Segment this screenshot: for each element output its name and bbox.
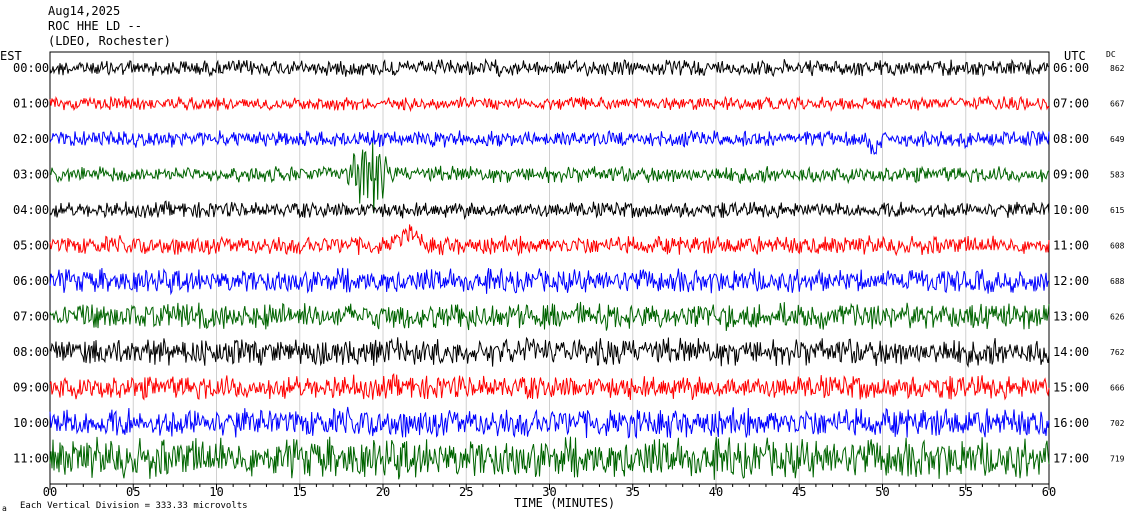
trace-line-0400: [49, 200, 1050, 220]
dc-value-label: 626: [1110, 313, 1125, 322]
right-timezone-label: UTC: [1064, 49, 1086, 63]
trace-line-0600: [49, 267, 1050, 296]
trace-line-1100: [49, 436, 1050, 480]
x-tick-label: 50: [875, 485, 889, 499]
x-tick-label: 55: [959, 485, 973, 499]
utc-row-label: 11:00: [1053, 239, 1089, 253]
est-row-label: 02:00: [13, 132, 49, 146]
est-row-label: 01:00: [13, 97, 49, 111]
trace-group: [49, 57, 1050, 480]
dc-value-label: 583: [1110, 171, 1125, 180]
x-tick-label: 30: [542, 485, 556, 499]
utc-row-label: 08:00: [1053, 132, 1089, 146]
x-tick-label: 00: [43, 485, 57, 499]
x-tick-label: 35: [626, 485, 640, 499]
est-row-label: 03:00: [13, 168, 49, 182]
dc-value-label: 667: [1110, 100, 1125, 109]
est-row-label: 11:00: [13, 452, 49, 466]
utc-row-label: 13:00: [1053, 310, 1089, 324]
utc-row-label: 16:00: [1053, 416, 1089, 430]
dc-value-label: 666: [1110, 384, 1125, 393]
est-row-label: 07:00: [13, 310, 49, 324]
trace-line-0900: [49, 373, 1050, 401]
chart-grid: [49, 51, 1050, 490]
x-tick-label: 25: [459, 485, 473, 499]
dc-value-label: 762: [1110, 348, 1125, 357]
trace-line-0200: [49, 130, 1050, 156]
dc-value-label: 702: [1110, 419, 1125, 428]
x-tick-label: 20: [376, 485, 390, 499]
x-tick-label: 60: [1042, 485, 1056, 499]
trace-line-0100: [49, 95, 1050, 113]
utc-row-label: 06:00: [1053, 61, 1089, 75]
trace-line-0500: [49, 224, 1050, 257]
x-tick-label: 05: [126, 485, 140, 499]
dc-value-label: 862: [1110, 64, 1125, 73]
x-axis-title: TIME (MINUTES): [514, 496, 615, 510]
dc-value-label: 688: [1110, 277, 1125, 286]
trace-line-0300: [49, 142, 1050, 214]
footer-marker-icon: a: [2, 504, 7, 513]
utc-row-label: 15:00: [1053, 381, 1089, 395]
est-row-label: 10:00: [13, 416, 49, 430]
utc-row-label: 09:00: [1053, 168, 1089, 182]
x-tick-label: 40: [709, 485, 723, 499]
trace-line-0700: [49, 301, 1050, 332]
dc-column-label: DC: [1106, 50, 1116, 59]
dc-value-label: 719: [1110, 455, 1125, 464]
utc-row-label: 07:00: [1053, 97, 1089, 111]
est-row-label: 00:00: [13, 61, 49, 75]
est-row-label: 05:00: [13, 239, 49, 253]
dc-value-label: 615: [1110, 206, 1125, 215]
left-timezone-label: EST: [0, 49, 22, 63]
est-row-label: 08:00: [13, 345, 49, 359]
trace-line-0800: [49, 336, 1050, 368]
x-tick-label: 45: [792, 485, 806, 499]
trace-line-1000: [49, 406, 1050, 440]
x-tick-label: 10: [209, 485, 223, 499]
header-date: Aug14,2025: [48, 4, 120, 18]
est-row-label: 09:00: [13, 381, 49, 395]
est-row-label: 04:00: [13, 203, 49, 217]
dc-value-label: 649: [1110, 135, 1125, 144]
est-row-label: 06:00: [13, 274, 49, 288]
utc-row-label: 10:00: [1053, 203, 1089, 217]
utc-row-label: 14:00: [1053, 345, 1089, 359]
trace-line-0000: [49, 57, 1050, 78]
x-tick-label: 15: [293, 485, 307, 499]
header-network: (LDEO, Rochester): [48, 34, 171, 48]
footer-scale-note: Each Vertical Division = 333.33 microvol…: [20, 501, 248, 511]
utc-row-label: 17:00: [1053, 452, 1089, 466]
dc-value-label: 608: [1110, 242, 1125, 251]
label-group: 00 05 10 15 20 25 30 35 40 45 50 55 60 00:00 06:00 862 0…: [13, 61, 1125, 499]
utc-row-label: 12:00: [1053, 274, 1089, 288]
header-station: ROC HHE LD --: [48, 19, 142, 33]
